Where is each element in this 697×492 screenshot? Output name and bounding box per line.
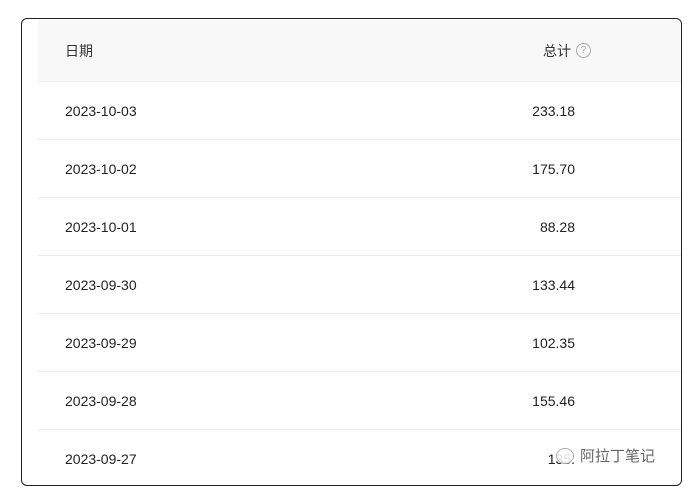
cell-date: 2023-09-28 [65,392,137,409]
watermark-text: 阿拉丁笔记 [580,448,656,465]
cell-date: 2023-09-29 [65,334,137,351]
table-row: 2023-09-28 155.46 [38,372,681,430]
cell-date: 2023-10-02 [65,160,137,177]
cell-total: 88.28 [539,218,575,235]
cell-date: 2023-09-30 [65,276,137,293]
wechat-icon [556,447,574,464]
header-date[interactable]: 日期 [65,42,93,59]
table-row: 2023-10-02 175.70 [38,140,681,198]
help-icon[interactable]: ? [576,43,591,58]
cell-date: 2023-10-01 [65,218,137,235]
table-row: 2023-10-03 233.18 [38,82,681,140]
table-row: 2023-09-29 102.35 [38,314,681,372]
cell-total: 102.35 [532,334,575,351]
header-total-label: 总计 [543,42,571,59]
data-table-panel: 日期 总计 ? 2023-10-03 233.18 2023-10-02 175.70… [21,18,682,486]
table-header: 日期 总计 ? [38,20,681,82]
cell-date: 2023-09-27 [65,450,137,467]
data-table: 日期 总计 ? 2023-10-03 233.18 2023-10-02 175.70… [38,20,681,485]
cell-total: 133.44 [532,276,575,293]
table-row: 2023-09-30 133.44 [38,256,681,314]
cell-date: 2023-10-03 [65,102,137,119]
cell-total: 155.46 [532,392,575,409]
watermark: 阿拉丁笔记 [556,445,655,466]
header-total[interactable]: 总计 ? [543,41,591,61]
cell-total: 233.18 [532,102,575,119]
cell-total: 175.70 [532,160,575,177]
table-row: 2023-10-01 88.28 [38,198,681,256]
